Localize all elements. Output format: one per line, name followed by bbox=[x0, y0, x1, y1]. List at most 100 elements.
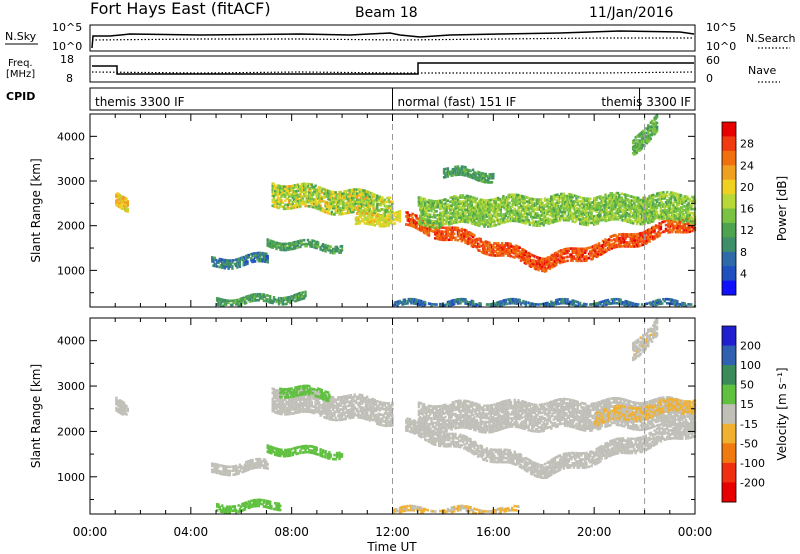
echo-cell bbox=[328, 190, 331, 193]
echo-cell bbox=[434, 231, 437, 234]
echo-cell bbox=[519, 218, 523, 222]
echo-cell bbox=[461, 218, 465, 221]
echo-cell bbox=[367, 196, 370, 200]
echo-cell bbox=[637, 218, 640, 222]
echo-cell bbox=[634, 210, 637, 213]
echo-cell bbox=[469, 237, 472, 241]
echo-cell bbox=[316, 193, 320, 197]
echo-cell bbox=[258, 292, 262, 296]
echo-cell bbox=[466, 196, 470, 200]
echo-cell bbox=[238, 265, 242, 268]
echo-cell bbox=[348, 189, 351, 192]
echo-cell bbox=[548, 302, 552, 306]
echo-cell bbox=[440, 238, 443, 241]
echo-cell bbox=[528, 252, 531, 256]
echo-cell bbox=[576, 201, 579, 204]
echo-cell bbox=[548, 261, 552, 264]
echo-cell bbox=[634, 152, 637, 155]
echo-cell bbox=[374, 206, 378, 209]
echo-cell bbox=[633, 241, 636, 244]
echo-cell bbox=[367, 198, 370, 202]
echo-cell bbox=[379, 207, 383, 211]
echo-cell bbox=[410, 224, 413, 227]
echo-cell bbox=[499, 214, 502, 217]
echo-cell bbox=[451, 213, 455, 217]
echo-cell bbox=[266, 294, 269, 297]
echo-cell bbox=[505, 212, 509, 215]
echo-cell bbox=[261, 260, 264, 263]
echo-cell bbox=[455, 214, 458, 218]
echo-cell bbox=[555, 251, 558, 255]
echo-cell bbox=[620, 233, 623, 236]
echo-cell bbox=[460, 227, 463, 231]
echo-cell bbox=[442, 214, 446, 218]
echo-cell bbox=[321, 187, 325, 191]
echo-cell bbox=[487, 303, 490, 306]
echo-cell bbox=[426, 231, 429, 234]
echo-cell bbox=[555, 263, 558, 267]
echo-cell bbox=[424, 198, 427, 201]
echo-cell bbox=[386, 218, 389, 222]
echo-cell bbox=[372, 193, 375, 196]
echo-cell bbox=[500, 301, 504, 305]
echo-cell bbox=[337, 199, 340, 202]
echo-cell bbox=[492, 252, 495, 255]
echo-cell bbox=[287, 187, 291, 190]
echo-cell bbox=[500, 250, 504, 253]
echo-cell bbox=[330, 192, 334, 196]
echo-cell bbox=[347, 205, 350, 208]
echo-cell bbox=[586, 197, 589, 201]
echo-cell bbox=[663, 195, 666, 198]
echo-cell bbox=[499, 244, 502, 247]
echo-cell bbox=[309, 191, 312, 194]
echo-cell bbox=[422, 199, 426, 203]
echo-cell bbox=[534, 212, 538, 215]
echo-cell bbox=[640, 233, 644, 237]
echo-cell bbox=[605, 215, 608, 218]
echo-cell bbox=[275, 203, 278, 207]
echo-cell bbox=[643, 240, 646, 244]
echo-cell bbox=[310, 187, 313, 190]
echo-cell bbox=[503, 220, 506, 224]
echo-cell bbox=[285, 189, 288, 192]
echo-cell bbox=[299, 293, 302, 297]
echo-cell bbox=[526, 200, 529, 203]
echo-cell bbox=[271, 204, 274, 208]
echo-cell bbox=[648, 213, 651, 216]
echo-cell bbox=[367, 209, 370, 212]
echo-cell bbox=[363, 209, 366, 213]
echo-cell bbox=[540, 267, 543, 270]
echo-cell bbox=[470, 203, 473, 207]
echo-cell bbox=[284, 203, 287, 207]
echo-cell bbox=[120, 204, 123, 208]
echo-cell bbox=[401, 301, 404, 304]
echo-cell bbox=[366, 190, 369, 193]
echo-cell bbox=[263, 258, 267, 261]
echo-cell bbox=[634, 142, 637, 145]
echo-cell bbox=[354, 218, 358, 222]
echo-cell bbox=[653, 231, 656, 234]
echo-cell bbox=[296, 195, 300, 199]
echo-cell bbox=[376, 214, 379, 217]
echo-cell bbox=[427, 199, 431, 202]
echo-cell bbox=[626, 204, 630, 207]
echo-cell bbox=[504, 298, 508, 302]
echo-cell bbox=[379, 199, 383, 203]
echo-cell bbox=[435, 210, 438, 213]
echo-cell bbox=[592, 219, 596, 222]
echo-cell bbox=[579, 210, 582, 213]
echo-cell bbox=[599, 209, 602, 212]
echo-cell bbox=[449, 228, 452, 231]
echo-cell bbox=[639, 142, 642, 145]
echo-cell bbox=[678, 224, 681, 228]
echo-cell bbox=[408, 217, 412, 221]
echo-cell bbox=[639, 134, 642, 137]
echo-cell bbox=[426, 214, 429, 218]
echo-cell bbox=[555, 213, 558, 217]
echo-cell bbox=[561, 301, 564, 305]
echo-cell bbox=[669, 199, 673, 202]
echo-cell bbox=[350, 188, 354, 192]
echo-cell bbox=[522, 197, 525, 200]
echo-cell bbox=[430, 304, 433, 308]
echo-cell bbox=[286, 296, 289, 299]
